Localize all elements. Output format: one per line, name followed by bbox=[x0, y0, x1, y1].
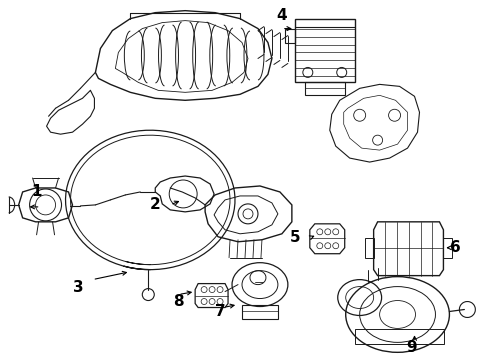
Text: 7: 7 bbox=[215, 304, 225, 319]
Text: 9: 9 bbox=[406, 340, 417, 355]
Text: 1: 1 bbox=[31, 184, 42, 199]
Text: 3: 3 bbox=[73, 280, 84, 295]
Text: 6: 6 bbox=[450, 240, 461, 255]
Text: 4: 4 bbox=[276, 8, 287, 23]
Text: 5: 5 bbox=[290, 230, 300, 245]
Text: 2: 2 bbox=[150, 197, 161, 212]
Text: 8: 8 bbox=[173, 294, 183, 309]
